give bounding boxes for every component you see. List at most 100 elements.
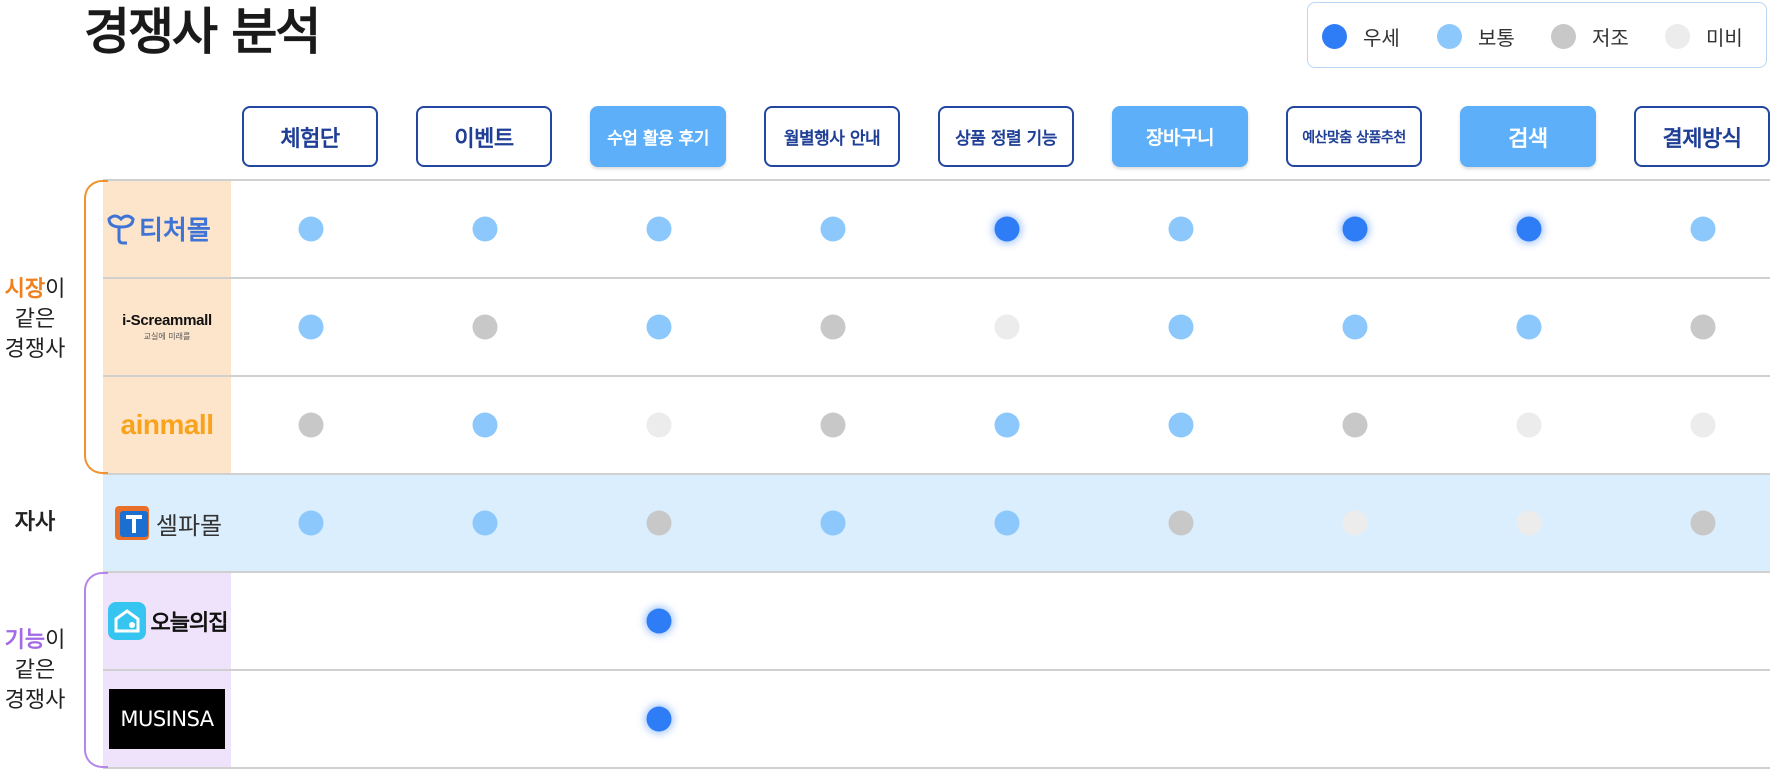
rating-dot-strong: [646, 706, 672, 732]
rating-dot-normal: [472, 510, 498, 536]
logo-ainmall: ainmall: [103, 376, 231, 474]
rating-dot-none: [1516, 412, 1542, 438]
col-header-payment: 결제방식: [1634, 106, 1770, 167]
legend-dot-none: [1665, 23, 1690, 49]
row-divider: [103, 767, 1770, 769]
legend-item-none: 미비: [1665, 3, 1743, 69]
row-divider: [103, 571, 1770, 573]
legend-item-weak: 저조: [1551, 3, 1629, 69]
rating-dot-normal: [646, 314, 672, 340]
logo-selpamall: 셀파몰: [103, 474, 231, 572]
own-group-label: 자사: [14, 510, 56, 535]
col-header-class-review: 수업 활용 후기: [590, 106, 726, 167]
rating-dot-normal: [994, 412, 1020, 438]
market-group-accent: 시장: [4, 277, 46, 302]
rating-dot-normal: [1690, 216, 1716, 242]
ohouse-wordmark: 오늘의집: [150, 611, 229, 636]
feature-group-label: 기능이 같은 경쟁사: [0, 626, 70, 716]
musinsa-logo-box: MUSINSA: [109, 689, 225, 749]
rating-dot-none: [1690, 412, 1716, 438]
legend-dot-strong: [1322, 23, 1347, 49]
logo-teachermall: 티처몰: [103, 180, 231, 278]
ainmall-wordmark: ainmall: [120, 409, 214, 440]
col-header-search: 검색: [1460, 106, 1596, 167]
rating-dot-none: [1516, 510, 1542, 536]
legend-item-normal: 보통: [1437, 3, 1515, 69]
feature-group-bracket: [84, 572, 108, 768]
row-divider: [103, 277, 1770, 279]
market-group-suffix: 이: [45, 277, 66, 302]
rating-dot-normal: [298, 510, 324, 536]
col-header-event: 이벤트: [416, 106, 552, 167]
rating-dot-weak: [1690, 510, 1716, 536]
rating-dot-normal: [646, 216, 672, 242]
feature-group-accent: 기능: [4, 628, 46, 653]
rating-dot-normal: [1168, 314, 1194, 340]
rating-dot-weak: [820, 314, 846, 340]
rating-dot-normal: [298, 314, 324, 340]
rating-dot-normal: [472, 412, 498, 438]
rating-dot-none: [994, 314, 1020, 340]
rating-dot-weak: [472, 314, 498, 340]
legend-dot-normal: [1437, 23, 1462, 49]
rating-dot-weak: [820, 412, 846, 438]
market-group-line3: 경쟁사: [4, 337, 66, 362]
rating-dot-weak: [1690, 314, 1716, 340]
legend-label-none: 미비: [1706, 25, 1743, 50]
rating-dot-strong: [1516, 216, 1542, 242]
logo-iscreammall: i-Screammall 교실에 미래를: [103, 278, 231, 376]
own-company-band: [103, 474, 1770, 572]
svg-text:티처몰: 티처몰: [139, 216, 211, 246]
col-header-trial-group: 체험단: [242, 106, 378, 167]
market-group-line2: 같은: [14, 307, 56, 332]
teachermall-logo-icon: 티처몰: [107, 214, 211, 246]
logo-musinsa: MUSINSA: [103, 670, 231, 768]
feature-group-line2: 같은: [14, 658, 56, 683]
logo-ohouse: 오늘의집: [103, 572, 231, 670]
legend-label-normal: 보통: [1478, 25, 1515, 50]
row-divider: [103, 669, 1770, 671]
iscreammall-tagline: 교실에 미래를: [143, 332, 191, 341]
musinsa-wordmark: MUSINSA: [120, 707, 214, 731]
feature-group-suffix: 이: [45, 628, 66, 653]
page-title: 경쟁사 분석: [84, 3, 321, 61]
legend-label-strong: 우세: [1363, 25, 1400, 50]
rating-dot-normal: [820, 510, 846, 536]
rating-dot-normal: [820, 216, 846, 242]
rating-dot-strong: [1342, 216, 1368, 242]
rating-dot-normal: [298, 216, 324, 242]
rating-dot-none: [1342, 510, 1368, 536]
selpamall-logo-icon: [114, 506, 149, 540]
rating-dot-weak: [646, 510, 672, 536]
rating-dot-normal: [1168, 412, 1194, 438]
rating-dot-normal: [994, 510, 1020, 536]
col-header-sort: 상품 정렬 기능: [938, 106, 1074, 167]
market-group-bracket: [84, 180, 108, 474]
legend: 우세 보통 저조 미비: [1307, 2, 1767, 68]
legend-label-weak: 저조: [1592, 25, 1629, 50]
col-header-budget-recommend: 예산맞춤 상품추천: [1286, 106, 1422, 167]
rating-dot-strong: [646, 608, 672, 634]
legend-dot-weak: [1551, 23, 1576, 49]
rating-dot-strong: [994, 216, 1020, 242]
rating-dot-normal: [1168, 216, 1194, 242]
row-divider: [103, 179, 1770, 181]
row-divider: [103, 375, 1770, 377]
rating-dot-normal: [1342, 314, 1368, 340]
ohouse-house-icon: [107, 602, 146, 640]
rating-dot-normal: [1516, 314, 1542, 340]
legend-item-strong: 우세: [1322, 3, 1400, 69]
market-logo-column: [103, 180, 231, 474]
iscreammall-wordmark: i-Screammall: [122, 312, 212, 329]
rating-dot-weak: [298, 412, 324, 438]
rating-dot-weak: [1168, 510, 1194, 536]
selpamall-wordmark: 셀파몰: [155, 511, 223, 540]
rating-dot-normal: [472, 216, 498, 242]
rating-dot-weak: [1342, 412, 1368, 438]
col-header-cart: 장바구니: [1112, 106, 1248, 167]
row-divider: [103, 473, 1770, 475]
market-group-label: 시장이 같은 경쟁사: [0, 275, 70, 365]
rating-dot-none: [646, 412, 672, 438]
feature-group-line3: 경쟁사: [4, 688, 66, 713]
col-header-monthly-event: 월별행사 안내: [764, 106, 900, 167]
